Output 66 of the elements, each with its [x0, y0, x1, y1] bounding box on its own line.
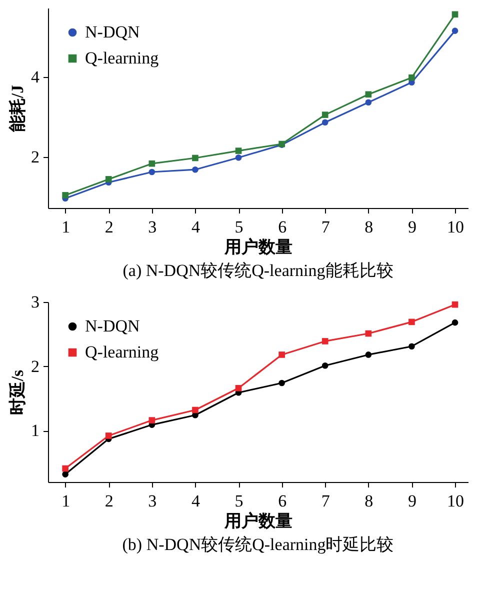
point — [365, 330, 372, 337]
x-axis-title: 用户数量 — [224, 512, 292, 530]
point — [452, 301, 458, 308]
x-tick-label: 6 — [278, 492, 287, 510]
legend-label: N-DQN — [85, 22, 140, 42]
point — [105, 432, 112, 439]
legend-label: N-DQN — [85, 316, 140, 336]
x-axis-title: 用户数量 — [224, 238, 292, 256]
text: (a) N-DQN较传统Q-learning能耗比较 — [122, 261, 394, 280]
x-tick-label: 5 — [234, 492, 244, 510]
y-tick-label: 3 — [31, 292, 40, 312]
legend-label: Q-learning — [85, 48, 160, 68]
x-tick-label: 7 — [321, 492, 330, 510]
x-tick-label: 9 — [408, 492, 416, 510]
x-tick-label: 4 — [191, 492, 200, 510]
x-tick-label: 8 — [364, 492, 374, 510]
point — [235, 148, 242, 154]
x-tick-label: 5 — [234, 218, 244, 236]
y-tick-label: 4 — [31, 68, 40, 87]
point — [235, 384, 242, 392]
x-tick-label: 1 — [62, 218, 70, 236]
x-tick-label: 9 — [408, 218, 416, 236]
point — [192, 166, 198, 173]
point — [62, 471, 68, 478]
point — [408, 343, 415, 350]
point — [452, 11, 458, 18]
point — [62, 192, 68, 198]
point — [278, 380, 285, 386]
point — [148, 160, 156, 167]
x-tick-label: 3 — [148, 218, 157, 236]
text: (b) N-DQN较传统Q-learning时延比较 — [122, 535, 394, 554]
x-tick-label: 1 — [62, 492, 70, 510]
y-tick-label: 1 — [31, 421, 40, 440]
x-tick-label: 8 — [364, 218, 374, 236]
x-tick-label: 6 — [278, 218, 287, 236]
point — [192, 154, 198, 162]
point — [408, 318, 415, 326]
x-tick-label: 4 — [191, 218, 200, 236]
point — [322, 362, 328, 369]
y-axis-title: 时延/s — [8, 369, 27, 416]
y-tick-label: 2 — [31, 148, 40, 167]
x-tick-label: 2 — [104, 492, 114, 510]
point — [192, 406, 198, 414]
y-tick-label: 2 — [31, 356, 40, 376]
point — [365, 91, 372, 98]
point — [322, 112, 328, 118]
x-tick-label: 10 — [447, 218, 464, 236]
point — [62, 465, 68, 472]
x-tick-label: 7 — [321, 218, 330, 236]
x-tick-label: 3 — [148, 492, 157, 510]
point — [452, 28, 458, 34]
point — [452, 319, 458, 326]
point — [278, 352, 285, 358]
point — [148, 417, 156, 424]
point — [408, 74, 415, 81]
point — [365, 352, 372, 358]
legend-label: Q-learning — [85, 342, 160, 362]
point — [322, 338, 328, 344]
y-axis-title: 能耗/J — [8, 84, 27, 132]
point — [365, 99, 372, 106]
point — [105, 176, 112, 182]
point — [235, 154, 242, 161]
point — [322, 119, 328, 126]
x-tick-label: 2 — [104, 218, 114, 236]
point — [148, 168, 156, 176]
x-tick-label: 10 — [447, 492, 464, 510]
